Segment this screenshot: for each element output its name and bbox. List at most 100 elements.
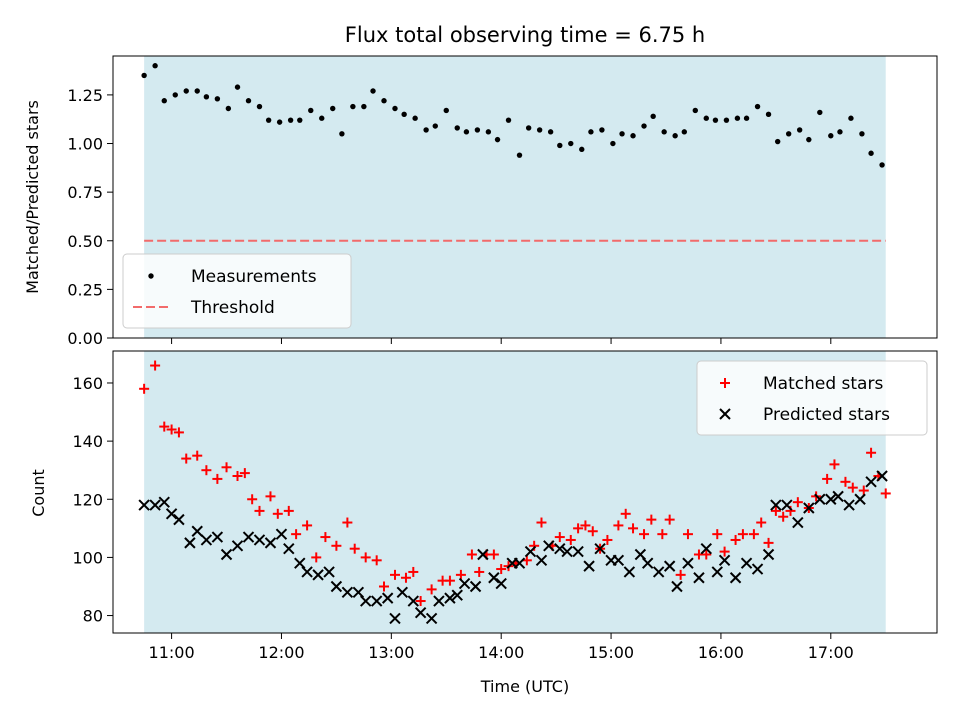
measurement-point	[525, 125, 532, 131]
predicted-point	[762, 548, 775, 561]
matched-point	[829, 459, 840, 470]
predicted-point	[843, 499, 855, 511]
measurement-point	[806, 136, 812, 143]
predicted-point-b	[341, 586, 354, 599]
y-tick-label: 0.50	[67, 232, 103, 251]
y-tick-label: 1.25	[67, 86, 103, 105]
matched-point	[247, 494, 258, 505]
measurement-point	[837, 129, 843, 135]
measurement-point	[297, 117, 303, 123]
measurement-point	[774, 138, 781, 145]
measurement-point	[183, 88, 189, 94]
predicted-point	[165, 508, 178, 520]
matched-point	[840, 476, 851, 487]
predicted-point-b	[652, 566, 665, 578]
x-tick-label: 16:00	[698, 643, 744, 662]
matched-point	[748, 529, 759, 540]
predicted-point	[396, 586, 409, 599]
predicted-point-b	[814, 493, 826, 505]
measurement-point	[681, 129, 688, 135]
matched-point	[822, 473, 833, 484]
measurement-point	[194, 88, 200, 94]
predicted-point	[693, 572, 705, 584]
matched-point	[415, 596, 426, 607]
predicted-point	[825, 493, 837, 505]
predicted-point	[220, 548, 233, 561]
predicted-point	[524, 545, 537, 558]
matched-point	[737, 529, 748, 540]
predicted-point	[458, 577, 471, 590]
predicted-point	[211, 531, 224, 543]
predicted-point-b	[554, 542, 566, 555]
predicted-point-b	[173, 513, 185, 526]
predicted-point-b	[312, 569, 324, 581]
measurement-point	[443, 107, 449, 114]
matched-point	[221, 462, 232, 473]
predicted-point-b	[158, 496, 170, 508]
predicted-point-b	[200, 534, 213, 546]
measurement-point	[172, 92, 178, 98]
y-tick-label: 0.75	[67, 183, 103, 202]
matched-point	[880, 488, 891, 499]
predicted-point	[751, 563, 764, 575]
predicted-point	[138, 499, 150, 511]
matched-point	[265, 491, 276, 502]
legend-label: Threshold	[190, 298, 275, 318]
matched-point	[719, 546, 730, 557]
predicted-point	[865, 476, 877, 488]
measurement-point	[743, 115, 750, 121]
measurement-point	[588, 129, 594, 135]
y-tick-label: 1.00	[67, 135, 103, 154]
legend: Measurements Threshold	[122, 253, 352, 329]
predicted-point	[341, 586, 354, 599]
y-tick-label: 140	[72, 432, 103, 451]
measurement-point	[557, 142, 563, 149]
matched-point	[847, 482, 858, 493]
predicted-point	[370, 595, 383, 607]
predicted-point-b	[242, 531, 255, 543]
matched-point	[488, 549, 499, 560]
measurement-point	[568, 140, 574, 147]
predicted-point-b	[718, 554, 731, 567]
matched-point	[192, 450, 203, 461]
predicted-point	[700, 542, 712, 555]
measurement-point	[692, 107, 698, 114]
matched-point	[159, 421, 170, 432]
matched-point	[792, 497, 803, 508]
predicted-point	[200, 534, 213, 546]
measurement-point	[879, 162, 885, 168]
predicted-point	[469, 580, 482, 593]
predicted-point-b	[700, 542, 712, 555]
y-tick-label: 80	[83, 607, 103, 626]
legend-box	[122, 253, 352, 329]
predicted-point-b	[488, 572, 500, 584]
x-tick-label: 12:00	[258, 643, 304, 662]
legend-dot	[148, 273, 154, 279]
predicted-point-b	[294, 557, 306, 569]
predicted-point	[718, 554, 731, 567]
matched-point	[701, 549, 712, 560]
y-tick-label: 120	[72, 490, 103, 509]
matched-point	[657, 529, 668, 540]
measurement-point	[225, 105, 232, 112]
predicted-point	[191, 525, 203, 537]
top-panel: 0.00 0.25 0.50 0.75 1.00 1.25 Measurements Thre…	[67, 55, 938, 348]
predicted-point	[814, 493, 826, 505]
predicted-point-b	[561, 545, 573, 558]
measurement-point	[381, 98, 387, 104]
predicted-point-b	[612, 554, 625, 567]
predicted-point-b	[594, 542, 606, 555]
predicted-point-b	[865, 476, 877, 488]
x-tick-label: 14:00	[478, 643, 524, 662]
matched-point	[291, 529, 302, 540]
predicted-point	[451, 589, 463, 601]
predicted-point-b	[451, 589, 463, 601]
predicted-point	[433, 595, 445, 607]
y-tick-label: 100	[72, 548, 103, 567]
legend-label: Predicted stars	[763, 405, 890, 425]
predicted-point	[623, 566, 636, 578]
predicted-point	[770, 499, 782, 511]
predicted-point-b	[792, 516, 804, 529]
predicted-point-b	[740, 557, 753, 569]
measurement-point	[494, 136, 501, 143]
